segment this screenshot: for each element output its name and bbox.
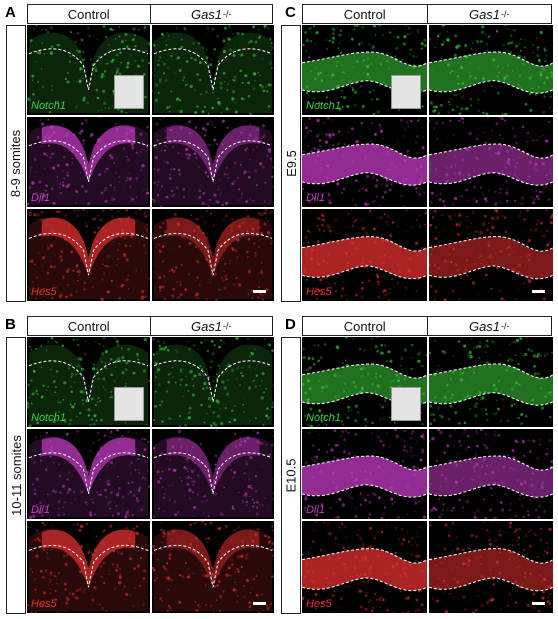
tissue-stain (429, 117, 553, 207)
panel-b-stage-label: 10-11 somites (6, 337, 26, 614)
micrograph-tile (429, 209, 553, 301)
column-label-control: Control (67, 6, 110, 22)
gene-label-hes5: Hes5 (306, 598, 332, 610)
tissue-stain (429, 337, 553, 426)
panel-letter-c: C (285, 4, 296, 21)
embryo-inset-thumbnail (114, 387, 144, 421)
embryo-inset-thumbnail (391, 75, 421, 109)
scale-bar (532, 290, 545, 293)
tissue-stain (429, 209, 553, 301)
gene-label-dll1: Dll1 (31, 192, 50, 204)
column-label-mutant: Gas1 -/- (426, 5, 552, 23)
column-label-mutant: Gas1 -/- (426, 317, 552, 335)
micrograph-tile (429, 337, 553, 427)
tissue-stain (27, 521, 150, 613)
panel-letter-b: B (5, 316, 16, 333)
gene-label-dll1: Dll1 (306, 192, 325, 204)
tissue-stain (152, 25, 274, 115)
tissue-stain (302, 117, 427, 207)
gene-label-dll1: Dll1 (31, 504, 50, 516)
tissue-stain (429, 25, 553, 115)
gene-label-notch1: Notch1 (31, 412, 66, 424)
micrograph-tile (429, 117, 553, 207)
micrograph-tile (152, 25, 274, 115)
tissue-stain (302, 521, 427, 613)
tissue-stain (152, 337, 274, 427)
gene-label-hes5: Hes5 (31, 598, 57, 610)
panel-a-header: Control Gas1 -/- (27, 4, 273, 24)
tissue-stain (302, 429, 427, 519)
micrograph-tile: Dll1 (302, 117, 427, 207)
micrograph-tile: Hes5 (27, 521, 150, 613)
micrograph-tile (152, 209, 274, 301)
tissue-stain (152, 117, 274, 207)
panel-d-stage-label: E10.5 (281, 337, 301, 614)
embryo-inset-thumbnail (391, 387, 421, 421)
micrograph-tile (152, 429, 274, 519)
tissue-stain (152, 209, 274, 301)
panel-letter-a: A (5, 4, 16, 21)
column-label-control: Control (343, 318, 386, 334)
panel-b-header: Control Gas1 -/- (27, 316, 273, 336)
column-label-control: Control (67, 318, 110, 334)
micrograph-tile: Notch1 (302, 337, 427, 427)
panel-d-header: Control Gas1 -/- (302, 316, 552, 336)
column-label-mutant: Gas1 -/- (149, 317, 273, 335)
panel-letter-d: D (285, 316, 296, 333)
micrograph-tile (152, 521, 274, 613)
tissue-stain (429, 521, 553, 613)
gene-label-notch1: Notch1 (31, 100, 66, 112)
micrograph-tile: Hes5 (302, 521, 427, 613)
micrograph-tile: Hes5 (302, 209, 427, 301)
gene-label-notch1: Notch1 (306, 100, 341, 112)
micrograph-tile (152, 337, 274, 427)
tissue-stain (27, 117, 150, 206)
embryo-inset-thumbnail (114, 75, 144, 109)
micrograph-tile: Notch1 (27, 337, 150, 427)
column-label-mutant: Gas1 -/- (149, 5, 273, 23)
panel-a-stage-label: 8-9 somites (6, 25, 26, 302)
gene-label-hes5: Hes5 (31, 286, 57, 298)
micrograph-tile: Dll1 (27, 117, 150, 207)
tissue-stain (27, 209, 150, 301)
micrograph-tile: Dll1 (27, 429, 150, 519)
scale-bar (532, 602, 545, 605)
micrograph-tile (429, 521, 553, 613)
tissue-stain (302, 209, 427, 301)
micrograph-tile (429, 25, 553, 115)
micrograph-tile (429, 429, 553, 519)
tissue-stain (429, 429, 553, 519)
scale-bar (253, 602, 266, 605)
gene-label-hes5: Hes5 (306, 286, 332, 298)
gene-label-notch1: Notch1 (306, 412, 341, 424)
gene-label-dll1: Dll1 (306, 504, 325, 516)
scale-bar (253, 290, 266, 293)
micrograph-tile: Hes5 (27, 209, 150, 301)
micrograph-tile: Notch1 (27, 25, 150, 115)
panel-c-stage-label: E9.5 (281, 25, 301, 302)
tissue-stain (152, 429, 274, 519)
panel-c-header: Control Gas1 -/- (302, 4, 552, 24)
micrograph-tile: Dll1 (302, 429, 427, 519)
micrograph-tile (152, 117, 274, 207)
tissue-stain (27, 429, 150, 519)
column-label-control: Control (343, 6, 386, 22)
tissue-stain (152, 521, 274, 613)
micrograph-tile: Notch1 (302, 25, 427, 115)
